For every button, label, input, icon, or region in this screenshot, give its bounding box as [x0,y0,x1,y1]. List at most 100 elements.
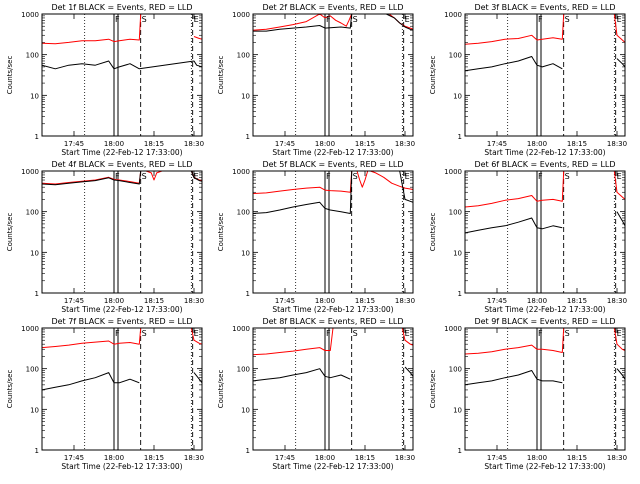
annotation-letter: E [405,329,410,338]
x-axis-label: Start Time (22-Feb-12 17:33:00) [484,305,605,314]
x-tick-label: 18:30 [607,140,627,148]
annotation-letter: F [115,15,120,24]
series-line-black [253,14,413,32]
x-axis-label: Start Time (22-Feb-12 17:33:00) [61,462,182,471]
x-tick-label: 18:00 [104,297,124,305]
y-axis-label: Counts/sec [6,213,14,252]
annotation-letter: F [326,15,331,24]
x-tick-label: 18:30 [395,297,415,305]
x-tick-label: 18:00 [315,297,335,305]
y-tick-label: 1 [458,133,462,141]
y-tick-label: 1000 [232,168,250,176]
y-tick-label: 100 [26,366,39,374]
plot-frame [41,327,203,451]
x-axis-label: Start Time (22-Feb-12 17:33:00) [61,148,182,157]
x-tick-label: 18:00 [104,140,124,148]
x-axis-label: Start Time (22-Feb-12 17:33:00) [272,462,393,471]
y-tick-label: 10 [30,249,39,257]
y-tick-label: 100 [237,209,250,217]
plot-area [42,171,202,293]
y-axis-label: Counts/sec [6,370,14,409]
x-tick-label: 18:15 [567,140,587,148]
series-line-black [42,372,202,391]
annotation-letter: S [565,15,570,24]
series-line-red [42,14,202,45]
x-tick-label: 18:30 [184,297,204,305]
annotation-letter: F [326,329,331,338]
chart-panel-5: Det 5f BLACK = Events, RED = LLD Counts/s… [217,160,415,314]
annotation-letter: E [405,15,410,24]
y-tick-label: 10 [30,92,39,100]
y-axis-label: Counts/sec [429,370,437,409]
x-tick-label: 18:15 [144,454,164,462]
x-tick-label: 18:15 [355,454,375,462]
annotation-letter: E [194,15,199,24]
x-tick-label: 17:45 [487,140,507,148]
plot-area [42,14,202,136]
x-tick-label: 18:15 [355,297,375,305]
y-axis-label: Counts/sec [217,370,225,409]
series-line-black [465,211,625,234]
chart-panel-8: Det 8f BLACK = Events, RED = LLD Counts/s… [217,317,415,471]
chart-title: Det 3f BLACK = Events, RED = LLD [474,3,615,12]
annotation-letter: S [565,329,570,338]
annotation-letter: S [353,172,358,181]
series-line-red [465,328,625,355]
series-line-red [465,14,625,45]
y-tick-label: 1 [458,290,462,298]
chart-panel-6: Det 6f BLACK = Events, RED = LLD Counts/s… [429,160,627,314]
y-axis-label: Counts/sec [217,213,225,252]
plot-area [253,328,413,450]
x-tick-label: 17:45 [275,297,295,305]
annotation-letter: S [353,329,358,338]
x-axis-label: Start Time (22-Feb-12 17:33:00) [272,305,393,314]
plot-area [253,14,413,136]
series-line-red [42,171,202,185]
x-tick-label: 17:45 [64,454,84,462]
y-tick-label: 1000 [444,168,462,176]
plot-area [42,328,202,450]
x-tick-label: 18:15 [355,140,375,148]
x-tick-label: 18:00 [527,140,547,148]
plot-area [253,171,413,293]
series-line-black [253,171,413,214]
y-tick-label: 1000 [232,325,250,333]
chart-panel-7: Det 7f BLACK = Events, RED = LLD Counts/s… [6,317,204,471]
y-tick-label: 1 [35,290,39,298]
x-tick-label: 18:00 [315,140,335,148]
x-tick-label: 18:15 [567,297,587,305]
x-tick-label: 18:00 [527,297,547,305]
y-tick-label: 10 [453,92,462,100]
plot-frame [464,13,626,137]
chart-panel-9: Det 9f BLACK = Events, RED = LLD Counts/s… [429,317,627,471]
y-axis-label: Counts/sec [6,56,14,95]
series-line-black [253,366,413,382]
y-tick-label: 1 [246,133,250,141]
x-tick-label: 18:30 [184,140,204,148]
annotation-letter: F [538,172,543,181]
y-tick-label: 1 [35,133,39,141]
annotation-letter: F [538,329,543,338]
annotation-letter: E [194,329,199,338]
annotation-letter: E [194,172,199,181]
chart-title: Det 6f BLACK = Events, RED = LLD [474,160,615,169]
y-tick-label: 10 [241,92,250,100]
chart-title: Det 5f BLACK = Events, RED = LLD [262,160,403,169]
x-tick-label: 17:45 [64,297,84,305]
series-line-red [253,171,413,194]
chart-panel-2: Det 2f BLACK = Events, RED = LLD Counts/s… [217,3,415,157]
chart-title: Det 7f BLACK = Events, RED = LLD [51,317,192,326]
series-line-black [465,56,625,72]
annotation-letter: E [617,329,622,338]
series-line-black [42,60,202,70]
y-tick-label: 1000 [444,11,462,19]
plot-frame [41,170,203,294]
annotation-letter: S [353,15,358,24]
series-line-black [42,171,202,186]
plot-frame [252,170,414,294]
y-tick-label: 1 [246,290,250,298]
x-tick-label: 18:00 [315,454,335,462]
y-axis-label: Counts/sec [429,213,437,252]
x-tick-label: 18:00 [104,454,124,462]
